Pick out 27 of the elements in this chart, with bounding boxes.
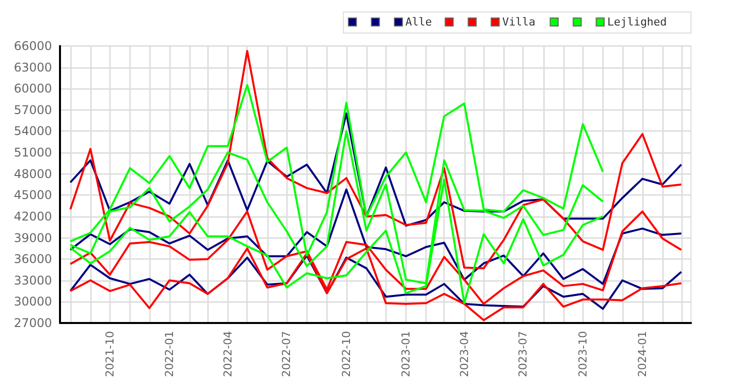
y-tick-label: 48000 xyxy=(14,166,52,181)
y-tick-label: 66000 xyxy=(14,39,52,53)
x-tick-label: 2022-04 xyxy=(221,331,234,377)
y-tick-label: 27000 xyxy=(14,316,52,330)
y-tick-label: 39000 xyxy=(14,230,52,245)
y-tick-label: 36000 xyxy=(14,252,52,266)
y-tick-label: 60000 xyxy=(14,82,52,96)
legend-label: Lejlighed xyxy=(607,16,667,28)
x-tick-label: 2023-04 xyxy=(458,331,471,377)
y-tick-label: 54000 xyxy=(14,124,52,138)
y-tick-label: 63000 xyxy=(14,60,52,74)
x-tick-label: 2022-07 xyxy=(280,331,294,377)
x-tick-label: 2022-01 xyxy=(162,331,176,377)
y-tick-label: 51000 xyxy=(14,146,52,160)
y-tick-label: 42000 xyxy=(14,209,52,224)
x-tick-label: 2023-07 xyxy=(516,331,530,377)
y-tick-label: 33000 xyxy=(14,273,52,288)
legend-label: Alle xyxy=(405,16,432,28)
x-tick-label: 2023-01 xyxy=(399,331,412,377)
x-tick-label: 2024-01 xyxy=(636,331,649,377)
x-tick-label: 2022-10 xyxy=(340,331,353,377)
legend-label: Villa xyxy=(502,16,536,28)
y-tick-label: 30000 xyxy=(14,294,52,309)
y-tick-label: 45000 xyxy=(14,188,52,202)
x-tick-label: 2023-10 xyxy=(576,331,590,377)
y-tick-label: 57000 xyxy=(14,102,52,117)
x-tick-label: 2021-10 xyxy=(103,331,116,377)
